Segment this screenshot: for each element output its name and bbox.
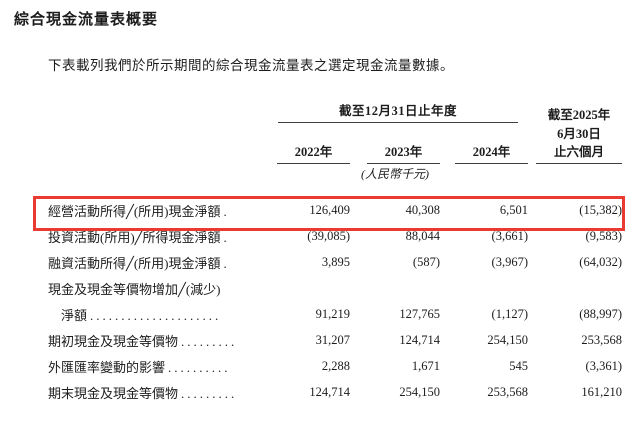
row-label: 現金及現金等價物增加╱(減少) bbox=[48, 281, 221, 297]
leader-dots: ..................... bbox=[90, 307, 222, 323]
leader-dots: ......... bbox=[181, 385, 238, 401]
row-value: 161,210 bbox=[581, 384, 622, 399]
year-group-header: 截至12月31日止年度 bbox=[278, 100, 518, 123]
row-label: 外匯匯率變動的影響.......... bbox=[48, 359, 231, 375]
table-header-row-3: 2022年 2023年 2024年 止六個月 bbox=[0, 141, 640, 164]
row-value: 91,219 bbox=[315, 306, 350, 321]
row-value: 254,150 bbox=[399, 384, 440, 399]
row-value: 124,714 bbox=[309, 384, 350, 399]
row-value: 545 bbox=[509, 358, 528, 373]
table-row: 投資活動(所用)╱所得現金淨額. (39,085) 88,044 (3,661) (9,… bbox=[0, 223, 640, 249]
table-header-row-4: (人民幣千元) bbox=[0, 161, 640, 184]
intro-text: 下表載列我們於所示期間的綜合現金流量表之選定現金流量數據。 bbox=[48, 58, 454, 73]
leader-dots: . bbox=[223, 229, 230, 245]
table-row: 期末現金及現金等價物......... 124,714 254,150 253,568… bbox=[0, 379, 640, 405]
row-value: 2,288 bbox=[321, 358, 350, 373]
leader-dots: . bbox=[223, 255, 230, 271]
row-value: (3,361) bbox=[585, 358, 622, 373]
row-value: 124,714 bbox=[399, 332, 440, 347]
leader-dots: . bbox=[223, 203, 230, 219]
year-header-2024: 2024年 bbox=[455, 141, 528, 164]
row-value: 127,765 bbox=[399, 306, 440, 321]
row-value: (64,032) bbox=[579, 254, 622, 269]
row-value: 31,207 bbox=[315, 332, 350, 347]
year-header-2022: 2022年 bbox=[277, 141, 350, 164]
row-label: 融資活動所得╱(所用)現金淨額. bbox=[48, 255, 230, 271]
row-label: 期末現金及現金等價物......... bbox=[48, 385, 238, 401]
table-body: 經營活動所得╱(所用)現金淨額. 126,409 40,308 6,501 (15,38… bbox=[0, 197, 640, 405]
table-row: 經營活動所得╱(所用)現金淨額. 126,409 40,308 6,501 (15,38… bbox=[0, 197, 640, 223]
year-header-2023: 2023年 bbox=[367, 141, 440, 164]
row-value: (9,583) bbox=[585, 228, 622, 243]
table-header-row-1: 截至12月31日止年度 截至2025年 bbox=[0, 100, 640, 123]
leader-dots: ......... bbox=[181, 333, 238, 349]
table-header-row-2: 6月30日 bbox=[0, 123, 640, 141]
row-value: 253,568 bbox=[487, 384, 528, 399]
leader-dots: .......... bbox=[168, 359, 231, 375]
row-value: 6,501 bbox=[499, 202, 528, 217]
row-value: 1,671 bbox=[411, 358, 440, 373]
row-value: (88,997) bbox=[579, 306, 622, 321]
row-label: 投資活動(所用)╱所得現金淨額. bbox=[48, 229, 230, 245]
row-value: (587) bbox=[412, 254, 440, 269]
table-row: 淨額..................... 91,219 127,765 (1,1… bbox=[0, 301, 640, 327]
table-row: 融資活動所得╱(所用)現金淨額. 3,895 (587) (3,967) (64,032… bbox=[0, 249, 640, 275]
table-row: 現金及現金等價物增加╱(減少) bbox=[0, 275, 640, 301]
period-2025-line-3: 止六個月 bbox=[536, 141, 622, 164]
row-value: (3,967) bbox=[491, 254, 528, 269]
cash-flow-table: 截至12月31日止年度 截至2025年 6月30日 2022年 2023年 20… bbox=[0, 100, 640, 405]
row-value: 126,409 bbox=[309, 202, 350, 217]
table-row: 期初現金及現金等價物......... 31,207 124,714 254,150 2… bbox=[0, 327, 640, 353]
row-value: (3,661) bbox=[491, 228, 528, 243]
row-value: (39,085) bbox=[307, 228, 350, 243]
row-label: 經營活動所得╱(所用)現金淨額. bbox=[48, 203, 230, 219]
row-value: 254,150 bbox=[487, 332, 528, 347]
row-label: 淨額..................... bbox=[61, 307, 222, 323]
row-value: (15,382) bbox=[579, 202, 622, 217]
row-label: 期初現金及現金等價物......... bbox=[48, 333, 238, 349]
currency-unit-note: (人民幣千元) bbox=[361, 167, 429, 181]
page-title: 綜合現金流量表概要 bbox=[14, 12, 159, 28]
row-value: (1,127) bbox=[491, 306, 528, 321]
row-value: 88,044 bbox=[405, 228, 440, 243]
table-row: 外匯匯率變動的影響.......... 2,288 1,671 545 (3,361) bbox=[0, 353, 640, 379]
period-2025-line-1: 截至2025年 bbox=[547, 108, 611, 122]
row-value: 3,895 bbox=[321, 254, 350, 269]
row-value: 253,568 bbox=[581, 332, 622, 347]
row-value: 40,308 bbox=[405, 202, 440, 217]
period-2025-line-2: 6月30日 bbox=[557, 127, 601, 141]
